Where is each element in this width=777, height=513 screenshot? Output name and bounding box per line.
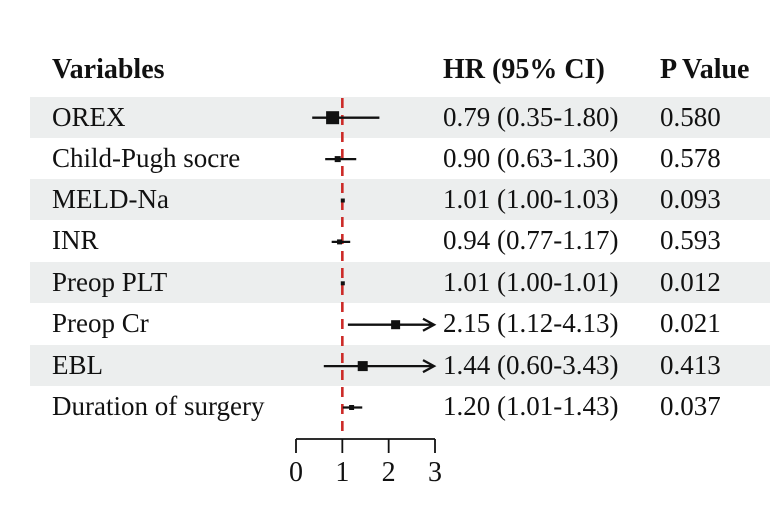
row-label: EBL bbox=[52, 350, 103, 380]
row-hr-ci-value: 1.01 (1.00-1.03) bbox=[443, 184, 619, 214]
row-p-value: 0.021 bbox=[660, 308, 721, 338]
row-hr-ci-value: 0.94 (0.77-1.17) bbox=[443, 225, 619, 255]
row-p-value: 0.593 bbox=[660, 225, 721, 255]
row-label: INR bbox=[52, 225, 99, 255]
table-header: Variables HR (95% CI) P Value bbox=[30, 48, 770, 92]
row-hr-ci-value: 1.01 (1.00-1.01) bbox=[443, 267, 619, 297]
table-row: INR 0.94 (0.77-1.17) 0.593 bbox=[30, 220, 770, 261]
table-row: OREX 0.79 (0.35-1.80) 0.580 bbox=[30, 97, 770, 138]
row-label: OREX bbox=[52, 102, 126, 132]
column-header-hr-ci: HR (95% CI) bbox=[443, 54, 605, 85]
row-p-value: 0.580 bbox=[660, 102, 721, 132]
row-hr-ci-value: 1.20 (1.01-1.43) bbox=[443, 391, 619, 421]
row-label: Child-Pugh socre bbox=[52, 143, 241, 173]
row-label: Preop PLT bbox=[52, 267, 168, 297]
table-row: Duration of surgery 1.20 (1.01-1.43) 0.0… bbox=[30, 386, 770, 427]
table-row: Preop PLT 1.01 (1.00-1.01) 0.012 bbox=[30, 262, 770, 303]
row-hr-ci-value: 2.15 (1.12-4.13) bbox=[443, 308, 619, 338]
table-row: EBL 1.44 (0.60-3.43) 0.413 bbox=[30, 345, 770, 386]
row-p-value: 0.012 bbox=[660, 267, 721, 297]
row-p-value: 0.037 bbox=[660, 391, 721, 421]
table-row: Preop Cr 2.15 (1.12-4.13) 0.021 bbox=[30, 303, 770, 344]
x-axis-tick-label: 1 bbox=[335, 457, 349, 488]
row-hr-ci-value: 0.90 (0.63-1.30) bbox=[443, 143, 619, 173]
row-label: Preop Cr bbox=[52, 308, 149, 338]
table-row: Child-Pugh socre 0.90 (0.63-1.30) 0.578 bbox=[30, 138, 770, 179]
row-label: Duration of surgery bbox=[52, 391, 265, 421]
row-hr-ci-value: 0.79 (0.35-1.80) bbox=[443, 102, 619, 132]
x-axis-tick-label: 0 bbox=[289, 457, 303, 488]
row-p-value: 0.413 bbox=[660, 350, 721, 380]
row-p-value: 0.093 bbox=[660, 184, 721, 214]
x-axis-tick-label: 2 bbox=[382, 457, 396, 488]
row-label: MELD-Na bbox=[52, 184, 169, 214]
column-header-p-value: P Value bbox=[660, 54, 750, 85]
column-header-variables: Variables bbox=[52, 54, 165, 85]
row-p-value: 0.578 bbox=[660, 143, 721, 173]
x-axis-tick-label: 3 bbox=[428, 457, 442, 488]
table-row: MELD-Na 1.01 (1.00-1.03) 0.093 bbox=[30, 179, 770, 220]
row-hr-ci-value: 1.44 (0.60-3.43) bbox=[443, 350, 619, 380]
